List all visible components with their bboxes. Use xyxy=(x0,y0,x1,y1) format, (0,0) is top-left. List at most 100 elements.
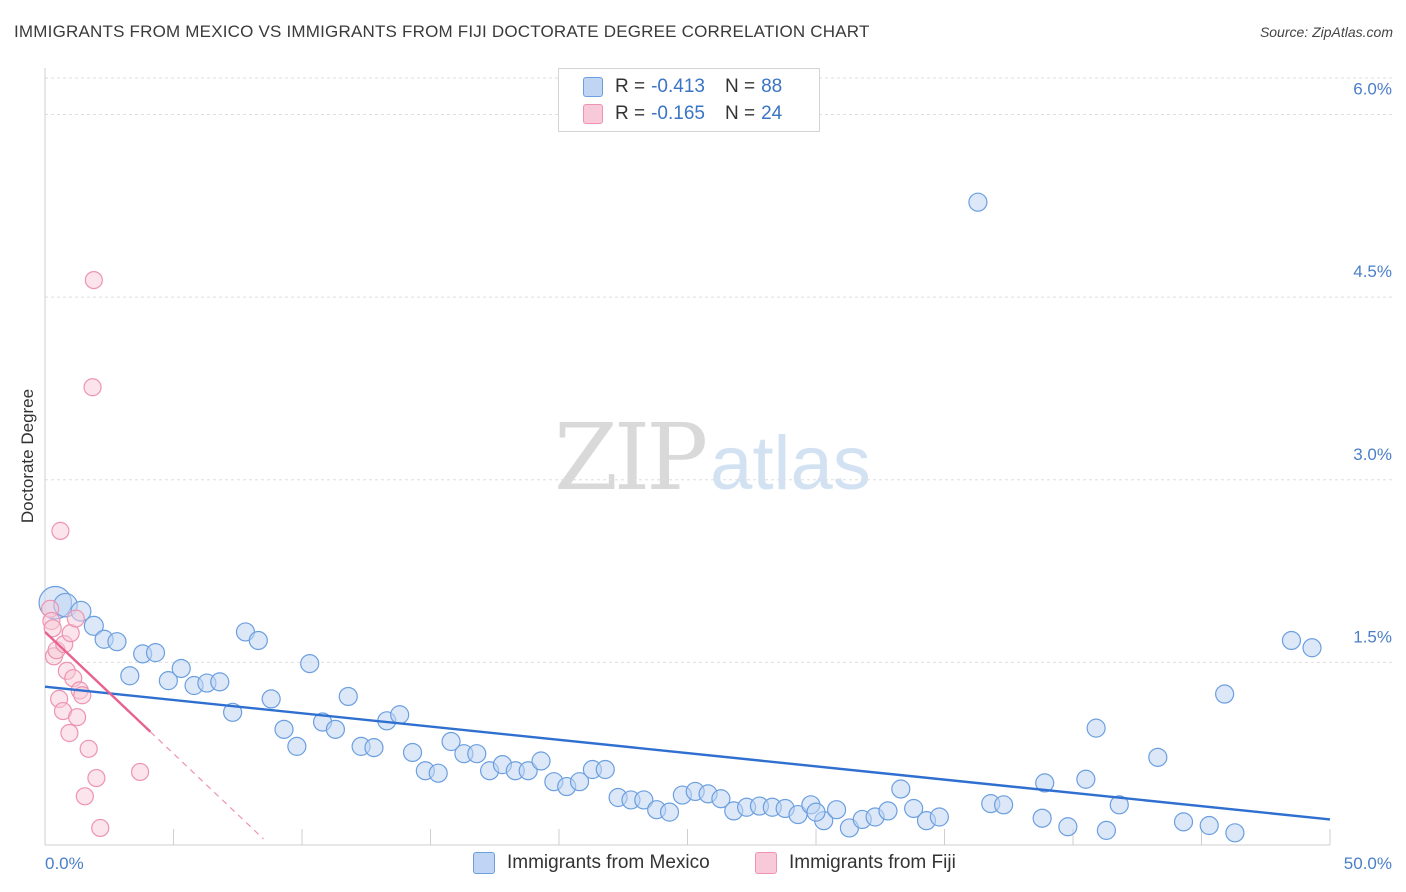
data-point-fiji xyxy=(130,762,150,782)
data-point-mexico xyxy=(441,731,461,752)
data-point-mexico xyxy=(171,658,191,679)
trend-line-fiji xyxy=(44,631,152,733)
y-tick-label: 3.0% xyxy=(1353,445,1392,464)
data-point-mexico xyxy=(325,719,346,739)
data-point-mexico xyxy=(338,686,358,707)
source-label: Source: ZipAtlas.com xyxy=(1259,24,1393,40)
data-point-mexico xyxy=(518,761,538,781)
data-point-mexico xyxy=(428,763,448,783)
data-point-mexico xyxy=(711,789,731,809)
data-point-mexico xyxy=(904,798,924,819)
y-tick-label: 4.5% xyxy=(1353,262,1392,281)
data-point-mexico xyxy=(929,807,949,827)
data-point-mexico xyxy=(1032,808,1052,828)
legend-n-value: 24 xyxy=(761,103,783,124)
bottom-legend-mexico[interactable]: Immigrants from Mexico xyxy=(473,852,710,874)
data-point-mexico xyxy=(287,736,307,756)
data-point-mexico xyxy=(1173,812,1194,832)
data-point-mexico xyxy=(1076,769,1096,789)
data-point-mexico xyxy=(158,671,178,691)
data-point-fiji xyxy=(51,521,70,540)
data-point-mexico xyxy=(274,719,294,739)
data-point-fiji xyxy=(83,378,102,397)
data-point-mexico xyxy=(1086,718,1106,738)
data-point-mexico xyxy=(402,742,423,763)
bottom-legend: Immigrants from Mexico Immigrants from F… xyxy=(0,852,1406,878)
x-tick-label-max: 50.0% xyxy=(1344,854,1392,873)
data-point-fiji xyxy=(66,609,85,628)
legend-n-label: N = xyxy=(724,76,756,97)
data-point-mexico xyxy=(248,630,268,651)
data-point-mexico xyxy=(968,192,988,212)
bottom-legend-label-fiji: Immigrants from Fiji xyxy=(789,852,956,873)
legend-r-value: -0.165 xyxy=(651,103,705,124)
data-point-mexico xyxy=(1096,820,1117,840)
data-point-mexico xyxy=(1215,684,1235,704)
data-point-fiji xyxy=(43,619,62,638)
data-point-mexico xyxy=(145,643,166,663)
data-point-fiji xyxy=(68,708,87,727)
data-point-mexico xyxy=(1035,773,1055,793)
x-tick-label-min: 0.0% xyxy=(45,854,84,873)
data-point-mexico xyxy=(300,653,320,674)
data-point-mexico xyxy=(1109,795,1129,815)
tick-labels: 1.5% 3.0% 4.5% 6.0% 0.0% 50.0% xyxy=(45,80,1392,873)
data-point-mexico xyxy=(1199,815,1219,836)
chart-title: IMMIGRANTS FROM MEXICO VS IMMIGRANTS FRO… xyxy=(14,22,870,41)
data-point-mexico xyxy=(1281,630,1302,651)
data-point-mexico xyxy=(1058,817,1078,837)
legend: R = -0.413 N = 88 R = -0.165 N = 24 xyxy=(558,68,820,132)
legend-n-value: 88 xyxy=(761,76,783,97)
legend-r-label: R = xyxy=(615,103,646,124)
trend-line-fiji-extension xyxy=(149,731,264,840)
legend-r-value: -0.413 xyxy=(651,76,705,97)
data-point-mexico xyxy=(826,800,847,820)
data-point-mexico xyxy=(467,744,487,764)
y-tick-label: 1.5% xyxy=(1353,627,1392,646)
bottom-legend-fiji[interactable]: Immigrants from Fiji xyxy=(755,852,956,874)
data-point-mexico xyxy=(994,795,1014,815)
legend-swatch-fiji xyxy=(583,104,603,124)
data-point-mexico xyxy=(878,801,898,821)
data-point-mexico xyxy=(210,672,230,692)
data-point-mexico xyxy=(531,751,551,771)
data-point-fiji xyxy=(87,768,106,788)
data-point-mexico xyxy=(659,802,680,822)
legend-swatch-mexico xyxy=(583,77,603,97)
data-point-mexico xyxy=(83,615,104,636)
data-point-mexico xyxy=(806,802,826,822)
data-point-mexico xyxy=(390,705,410,725)
data-point-mexico xyxy=(261,689,281,709)
data-point-mexico xyxy=(1302,638,1322,658)
data-point-fiji xyxy=(79,739,98,758)
data-point-mexico xyxy=(223,702,243,722)
data-point-mexico xyxy=(364,738,384,758)
data-point-mexico xyxy=(891,779,911,799)
y-tick-label: 6.0% xyxy=(1353,80,1392,99)
legend-r-label: R = xyxy=(615,76,646,97)
axes xyxy=(44,68,1331,846)
series-mexico-points xyxy=(38,192,1322,843)
bottom-legend-swatch-fiji xyxy=(755,852,777,874)
data-point-mexico xyxy=(595,759,615,780)
data-point-fiji xyxy=(60,723,79,743)
data-point-fiji xyxy=(84,270,103,290)
trend-line-mexico xyxy=(44,685,1331,821)
series-fiji-points xyxy=(41,270,150,838)
data-point-mexico xyxy=(120,666,140,686)
data-point-mexico xyxy=(1148,747,1168,767)
trend-lines xyxy=(44,631,1331,840)
data-point-mexico xyxy=(569,772,590,792)
data-point-fiji xyxy=(91,818,110,838)
legend-row-fiji: R = -0.165 N = 24 xyxy=(583,102,783,126)
data-point-mexico xyxy=(634,790,654,810)
legend-n-label: N = xyxy=(724,103,756,124)
bottom-legend-label-mexico: Immigrants from Mexico xyxy=(507,852,710,873)
data-point-mexico xyxy=(1225,823,1245,843)
bottom-legend-swatch-mexico xyxy=(473,852,495,874)
data-point-mexico xyxy=(107,632,127,652)
data-point-fiji xyxy=(75,787,94,806)
grid-lines xyxy=(45,77,1392,663)
legend-row-mexico: R = -0.413 N = 88 xyxy=(583,75,783,99)
